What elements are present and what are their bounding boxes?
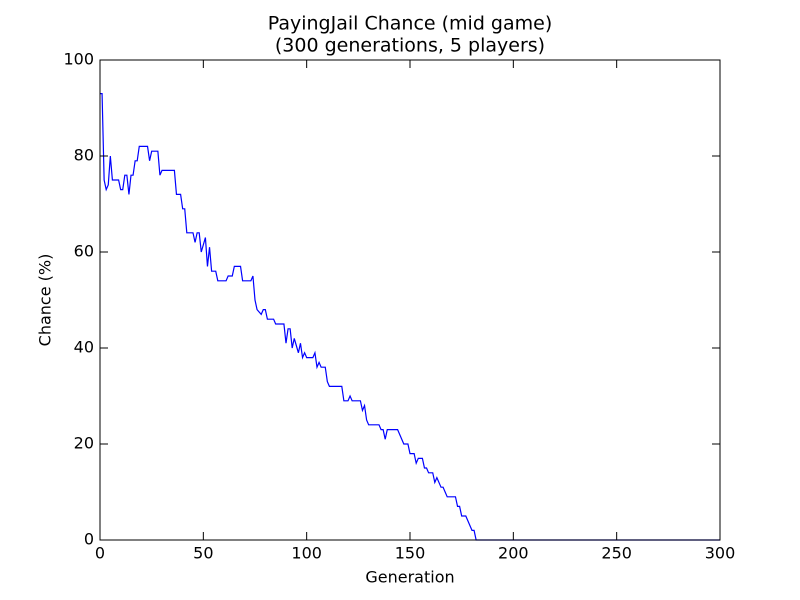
y-tick-label: 80: [74, 146, 94, 165]
y-axis-label: Chance (%): [36, 254, 55, 347]
x-tick-label: 300: [705, 544, 736, 563]
x-tick-label: 100: [291, 544, 322, 563]
x-tick-label: 150: [395, 544, 426, 563]
data-line: [100, 93, 720, 541]
x-axis-label: Generation: [365, 568, 454, 587]
x-tick-label: 50: [193, 544, 213, 563]
chart-title: PayingJail Chance (mid game): [268, 13, 553, 35]
y-tick-label: 0: [84, 530, 94, 549]
chart-subtitle: (300 generations, 5 players): [275, 35, 545, 57]
y-tick-label: 40: [74, 338, 94, 357]
x-tick-label: 200: [498, 544, 529, 563]
x-tick-label: 250: [601, 544, 632, 563]
y-tick-label: 100: [63, 50, 94, 69]
x-tick-label: 0: [95, 544, 105, 563]
y-tick-label: 60: [74, 242, 94, 261]
y-tick-label: 20: [74, 434, 94, 453]
